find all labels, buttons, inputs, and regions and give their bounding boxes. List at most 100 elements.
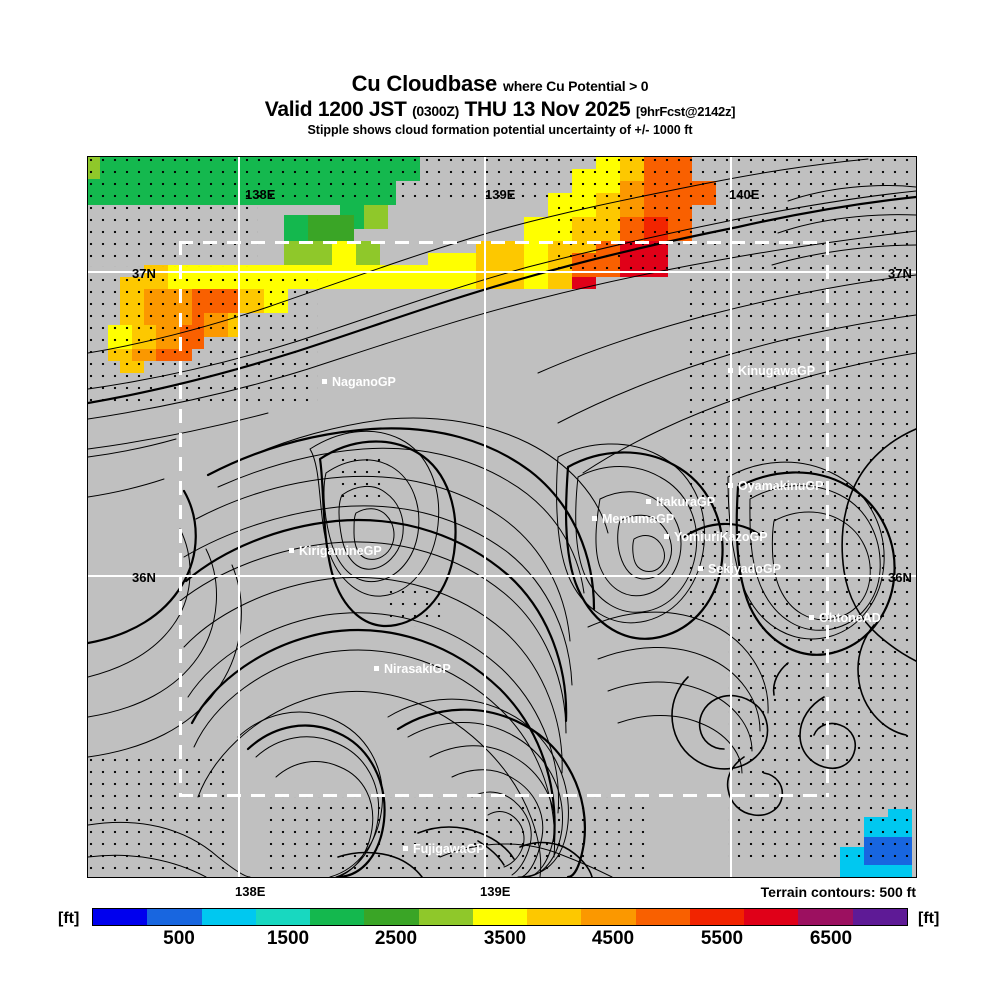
- stipple-uncertainty-layer: [88, 157, 916, 877]
- colorbar-swatch-14: [852, 909, 907, 925]
- station-dot-icon: [664, 534, 669, 540]
- station-dot-icon: [592, 516, 597, 522]
- station-label: NirasakiGP: [384, 662, 451, 676]
- colorbar-tick: 3500: [483, 928, 527, 949]
- domain-box-right: [826, 241, 829, 797]
- domain-box-top: [179, 241, 829, 244]
- map-label-lat-37n-right: 37N: [888, 266, 912, 281]
- valid-date: THU 13 Nov 2025: [464, 97, 631, 121]
- station-dot-icon: [289, 548, 294, 554]
- station-marker[interactable]: OyamakinuGP: [728, 479, 823, 493]
- station-label: YomiuriKazoGP: [674, 530, 768, 544]
- station-marker[interactable]: ItakuraGP: [646, 495, 715, 509]
- heatmap-cell: [284, 241, 308, 265]
- valid-time: Valid 1200 JST: [264, 97, 407, 121]
- colorbar-swatch-11: [689, 909, 745, 925]
- colorbar-swatch-2: [201, 909, 256, 925]
- heatmap-cell: [356, 241, 380, 265]
- colorbar-swatch-3: [255, 909, 311, 925]
- colorbar-swatch-1: [147, 909, 202, 925]
- station-label: SekiyadoGP: [708, 562, 781, 576]
- colorbar-tick: 4500: [591, 928, 635, 949]
- title-main-suffix: where Cu Potential > 0: [503, 78, 649, 94]
- map-canvas: 138E 139E 140E 37N 37N 36N 36N NaganoGP K…: [88, 157, 916, 877]
- terrain-contours-layer: [88, 158, 916, 877]
- terrain-contour-note: Terrain contours: 500 ft: [760, 884, 916, 900]
- station-dot-icon: [646, 499, 651, 505]
- colorbar-tick: 500: [163, 928, 195, 949]
- graticule-lon-138e: [238, 157, 240, 877]
- graticule-lon-139e: [484, 157, 486, 877]
- colorbar-swatch-4: [310, 909, 365, 925]
- colorbar-swatch-0: [93, 909, 148, 925]
- domain-box-left: [179, 241, 182, 797]
- station-dot-icon: [403, 846, 408, 852]
- heatmap-cell: [284, 215, 308, 241]
- station-label: FujigawaGP: [413, 842, 485, 856]
- colorbar-swatch-5: [364, 909, 419, 925]
- station-marker[interactable]: YomiuriKazoGP: [664, 530, 768, 544]
- colorbar-unit-left: [ft]: [58, 910, 80, 927]
- station-label: ItakuraGP: [656, 495, 716, 509]
- domain-box-bottom: [179, 794, 829, 797]
- station-dot-icon: [809, 615, 814, 621]
- colorbar-swatch-10: [635, 909, 690, 925]
- station-marker[interactable]: OhtoneAD: [809, 611, 881, 625]
- graticule-lon-140e: [730, 157, 732, 877]
- heatmap-cell: [332, 241, 356, 265]
- heatmap-cell: [840, 865, 912, 877]
- heatmap-cell: [332, 265, 356, 289]
- colorbar-swatch-7: [472, 909, 528, 925]
- colorbar-swatch-6: [418, 909, 473, 925]
- colorbar-swatch-8: [527, 909, 582, 925]
- colorbar[interactable]: [92, 908, 908, 926]
- colorbar-unit-right: [ft]: [918, 910, 940, 927]
- colorbar-tick: 2500: [374, 928, 418, 949]
- colorbar-swatch-12: [744, 909, 799, 925]
- station-dot-icon: [698, 566, 703, 572]
- station-label: OyamakinuGP: [738, 479, 824, 493]
- colorbar-tick: 5500: [700, 928, 744, 949]
- heatmap-cell: [308, 241, 332, 265]
- map-label-lon-138e: 138E: [245, 187, 276, 202]
- station-dot-icon: [322, 379, 327, 385]
- valid-utc: (0300Z): [412, 102, 459, 119]
- station-label: OhtoneAD: [819, 611, 881, 625]
- station-dot-icon: [728, 368, 733, 374]
- axis-label-lon-139e: 139E: [480, 884, 511, 899]
- station-label: KinugawaGP: [738, 364, 816, 378]
- map-label-lon-139e: 139E: [485, 187, 516, 202]
- station-marker[interactable]: FujigawaGP: [403, 842, 485, 856]
- axis-label-lon-138e: 138E: [235, 884, 266, 899]
- map-label-lat-37n-left: 37N: [132, 266, 156, 281]
- station-marker[interactable]: NirasakiGP: [374, 662, 451, 676]
- station-marker[interactable]: KinugawaGP: [728, 364, 815, 378]
- title-block: Cu Cloudbase where Cu Potential > 0 Vali…: [0, 71, 1000, 138]
- forecast-map[interactable]: 138E 139E 140E 37N 37N 36N 36N NaganoGP K…: [87, 156, 917, 878]
- station-marker[interactable]: NaganoGP: [322, 375, 396, 389]
- map-label-lat-36n-right: 36N: [888, 570, 912, 585]
- heatmap-cell: [364, 205, 388, 229]
- station-marker[interactable]: MemumaGP: [592, 512, 674, 526]
- station-dot-icon: [728, 483, 733, 489]
- map-label-lat-36n-left: 36N: [132, 570, 156, 585]
- graticule-lat-37n: [88, 271, 916, 273]
- title-subtitle: Stipple shows cloud formation potential …: [307, 123, 693, 138]
- station-marker[interactable]: KirigamineGP: [289, 544, 382, 558]
- map-label-lon-140e: 140E: [729, 187, 760, 202]
- title-valid-line: Valid 1200 JST (0300Z) THU 13 Nov 2025 […: [0, 98, 1000, 122]
- forecast-tag: [9hrFcst@2142z]: [636, 103, 736, 119]
- colorbar-swatch-13: [798, 909, 853, 925]
- heatmap-cell: [380, 265, 404, 289]
- station-marker[interactable]: SekiyadoGP: [698, 562, 781, 576]
- station-dot-icon: [374, 666, 379, 672]
- title-main: Cu Cloudbase: [351, 71, 498, 96]
- station-label: NaganoGP: [332, 375, 396, 389]
- colorbar-swatch-9: [581, 909, 636, 925]
- station-layer: NaganoGP KinugawaGP OyamakinuGP ItakuraGP Me…: [88, 157, 916, 877]
- graticule-lat-36n: [88, 575, 916, 577]
- title-main-line: Cu Cloudbase where Cu Potential > 0: [0, 71, 1000, 97]
- colorbar-tick: 1500: [266, 928, 310, 949]
- heatmap-cell: [308, 215, 354, 241]
- station-label: KirigamineGP: [299, 544, 382, 558]
